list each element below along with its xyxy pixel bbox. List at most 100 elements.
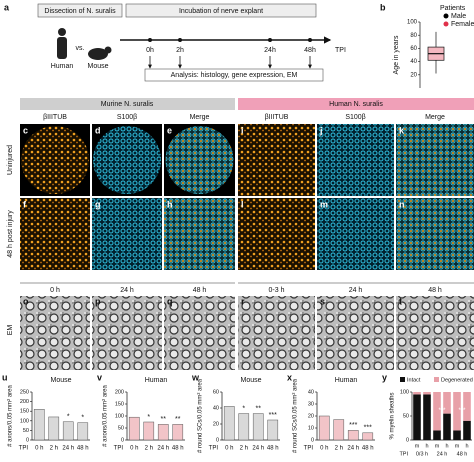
- human-icon: [58, 28, 66, 36]
- panel-label: g: [95, 199, 101, 209]
- legend-title: Patients: [440, 5, 466, 12]
- x-tick-label: 0 h: [320, 446, 328, 452]
- x-tick-label: 48 h: [172, 446, 184, 452]
- bar: [157, 424, 169, 441]
- legend-label: Degenerated: [441, 377, 473, 383]
- micrograph: [238, 198, 315, 270]
- time-label: 0 h: [50, 287, 60, 294]
- panel-label: y: [382, 372, 387, 382]
- legend-label: Male: [451, 13, 466, 20]
- x-tick-label: 24 h: [157, 446, 169, 452]
- panel-label: o: [23, 296, 29, 306]
- y-tick-label: 200: [115, 389, 124, 395]
- header: [20, 98, 235, 110]
- group-label: 0/3 h: [416, 451, 428, 457]
- species: vs.: [76, 45, 85, 52]
- x-tick-label: 48 h: [362, 446, 374, 452]
- x-tick-label: 24 h: [252, 446, 264, 452]
- micrograph: [238, 124, 315, 196]
- y-label: # axons/0.05 mm² area: [103, 384, 109, 446]
- panel-label: n: [399, 199, 405, 209]
- y-tick-label: 40: [308, 389, 314, 395]
- significance: ***: [269, 412, 277, 419]
- panel-label: t: [399, 296, 402, 306]
- panel-label: h: [167, 199, 173, 209]
- chart-title: Mouse: [50, 377, 71, 384]
- panel-label: w: [191, 372, 200, 382]
- bar-segment: [413, 394, 421, 440]
- y-tick-label: 0: [26, 437, 29, 443]
- micrograph: [317, 124, 394, 196]
- micrograph: [21, 126, 89, 194]
- significance: **: [161, 416, 167, 423]
- em-image: [396, 296, 474, 370]
- micrograph: [165, 126, 234, 194]
- significance: ***: [438, 408, 446, 414]
- bar-segment: [433, 392, 441, 431]
- chart-title: Mouse: [240, 377, 261, 384]
- bar: [33, 409, 45, 441]
- timepoint: [148, 38, 152, 42]
- x-tick-label: m: [455, 443, 460, 449]
- legend-label: Intact: [407, 377, 421, 383]
- step-text: Dissection of N. suralis: [44, 8, 116, 15]
- timepoint: [308, 38, 312, 42]
- y-tick-label: 60: [213, 389, 219, 395]
- row-label: EM: [7, 325, 14, 336]
- bar: [362, 432, 374, 441]
- y-tick-label: 30: [308, 401, 314, 407]
- y-tick-label: 200: [20, 399, 29, 405]
- y-tick-label: 100: [20, 418, 29, 424]
- analysis-box: [144, 68, 324, 82]
- legend-label: Female: [451, 21, 474, 28]
- analysis-text: Analysis: histology, gene expression, EM: [171, 72, 298, 79]
- column-label: S100β: [345, 114, 365, 121]
- bar: [143, 421, 155, 441]
- panel-label: d: [95, 125, 101, 135]
- timepoint-label: 48h: [304, 47, 316, 54]
- legend-marker: [443, 13, 449, 19]
- micrograph: [396, 124, 474, 196]
- panel-label: f: [23, 199, 27, 209]
- micrograph: [20, 198, 90, 270]
- chart-title: Human: [145, 377, 168, 384]
- panel-label: j: [319, 125, 323, 135]
- x-tick-label: 24 h: [62, 446, 74, 452]
- time-label: 48 h: [428, 287, 442, 294]
- x-tick-label: 48 h: [267, 446, 279, 452]
- bar-segment: [423, 394, 431, 440]
- x-tick-label: h: [465, 443, 468, 449]
- significance: *: [81, 415, 84, 422]
- bar-segment: [463, 392, 471, 421]
- y-tick-label: 40: [213, 405, 219, 411]
- y-tick-label: 20: [308, 413, 314, 419]
- species: Mouse: [87, 63, 108, 70]
- timepoint: [178, 38, 182, 42]
- x-label: TPI: [399, 451, 408, 457]
- step-box: [125, 3, 317, 18]
- x-tick-label: 24 h: [347, 446, 359, 452]
- panel-label: i: [241, 125, 244, 135]
- x-label: TPI: [19, 446, 29, 452]
- y-tick-label: 50: [23, 428, 29, 434]
- group-label: 48 h: [457, 451, 468, 457]
- significance: **: [256, 405, 262, 412]
- y-label: # round SCs/0.05 mm² area: [198, 378, 204, 453]
- x-tick-label: 0 h: [35, 446, 43, 452]
- axis: [411, 392, 472, 441]
- bar: [252, 413, 264, 441]
- panel-label: r: [241, 296, 245, 306]
- significance: *: [147, 414, 150, 421]
- timepoint-label: 0h: [146, 47, 154, 54]
- bar: [333, 419, 345, 441]
- bar: [48, 416, 60, 441]
- x-label: TPI: [304, 446, 314, 452]
- timepoint-label: 2h: [176, 47, 184, 54]
- x-tick-label: 0 h: [130, 446, 138, 452]
- panel-label: e: [167, 125, 172, 135]
- y-tick-label: 10: [308, 425, 314, 431]
- y-tick-label: 100: [115, 413, 124, 419]
- y-tick-label: 0: [216, 437, 219, 443]
- time-label: 24 h: [349, 287, 363, 294]
- y-tick-label: 0: [121, 437, 124, 443]
